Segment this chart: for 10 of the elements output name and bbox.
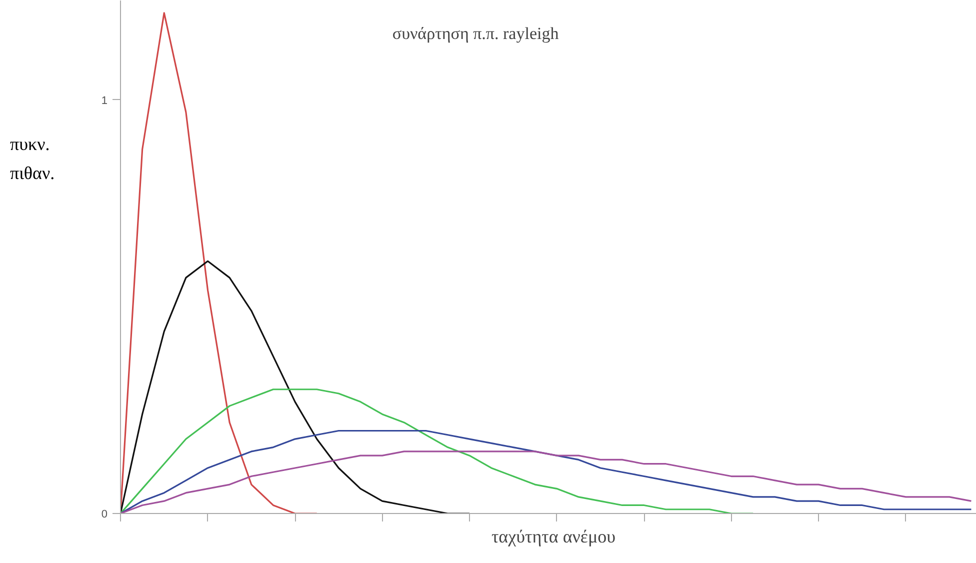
line-series	[120, 450, 972, 514]
line-series	[120, 388, 754, 514]
y-tick-label: 1	[101, 94, 108, 107]
y-axis-title: πυκν. πιθαν.	[10, 133, 55, 185]
text: συνάρτηση π.π. rayleigh	[392, 24, 560, 44]
line-series	[120, 12, 318, 514]
line-series	[120, 430, 972, 514]
y-tick-label: 0	[101, 508, 108, 520]
x-axis-title: ταχύτητα ανέμου	[491, 526, 616, 546]
line-series	[120, 260, 470, 514]
